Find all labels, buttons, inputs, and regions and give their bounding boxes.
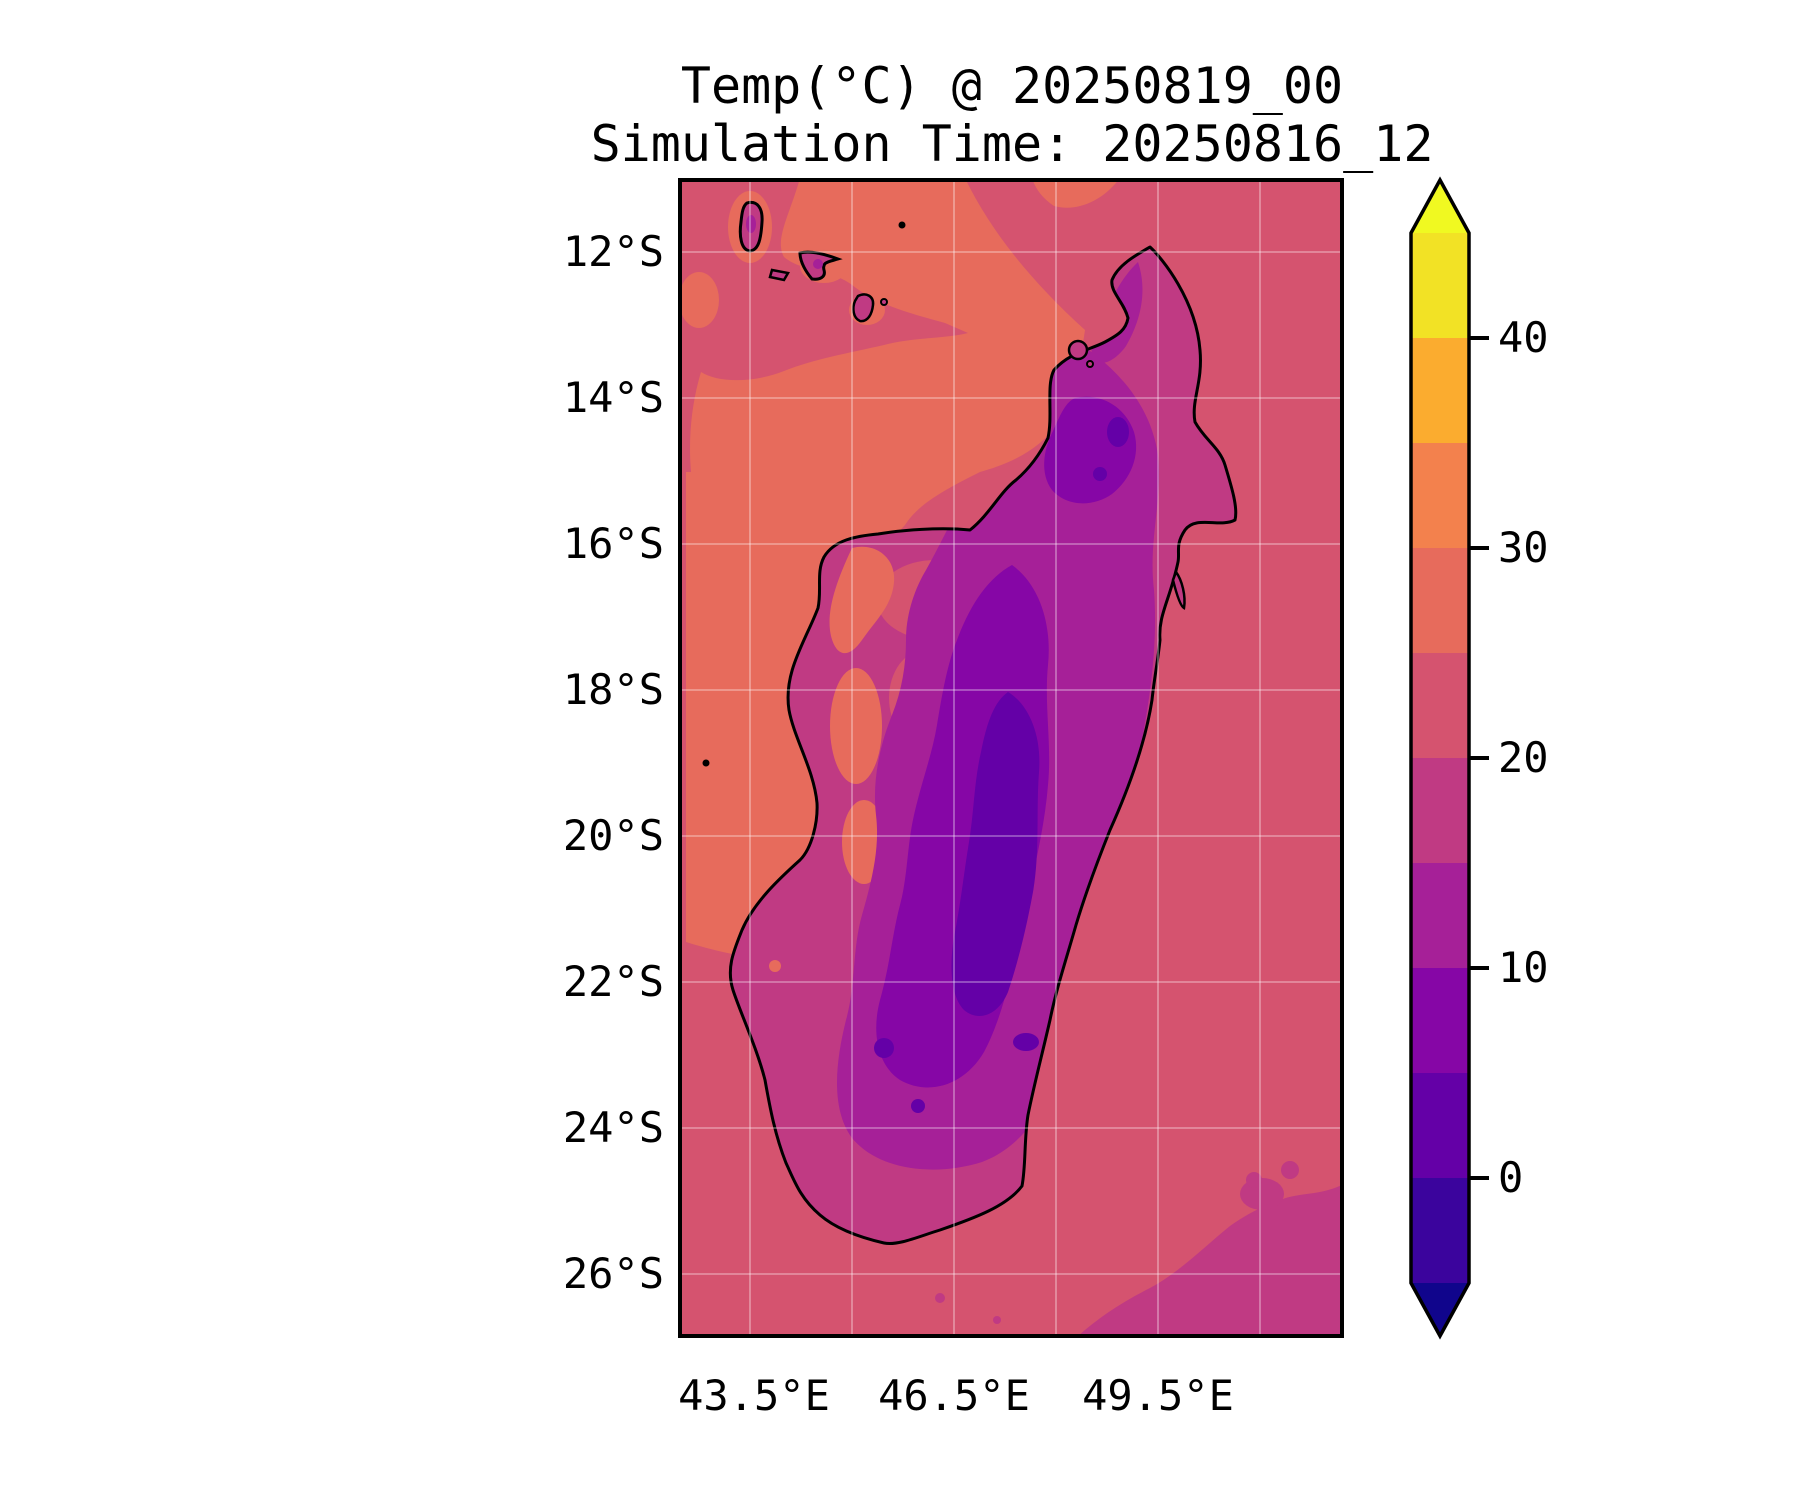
colorbar-arrow-under xyxy=(1411,1283,1469,1336)
cb-tick-40: 40 xyxy=(1498,313,1549,362)
cb-tick-10: 10 xyxy=(1498,943,1549,992)
island-sainte-marie xyxy=(1171,569,1186,610)
cool-sea-dot-1 xyxy=(1281,1161,1299,1179)
figure-title: Temp(°C) @ 20250819_00 xyxy=(680,57,1344,115)
colorbar-seg-20-25 xyxy=(1411,653,1469,758)
coldest-dot-south-1 xyxy=(1013,1033,1039,1051)
island-moheli xyxy=(768,268,790,282)
colorbar-seg-25-30 xyxy=(1411,548,1469,653)
y-tick-14s: 14°S xyxy=(562,373,664,422)
coldest-dot-north-1 xyxy=(1107,417,1129,447)
island-nosy-be xyxy=(1067,339,1089,361)
y-tick-22s: 22°S xyxy=(562,957,664,1006)
islet-juan-de-nova xyxy=(702,759,710,767)
cb-tick-30: 30 xyxy=(1498,523,1549,572)
islet-mayotte-east xyxy=(880,298,888,306)
coldest-dot-north-2 xyxy=(1093,467,1107,481)
anjouan-core xyxy=(813,259,823,269)
south-warm-dot-1 xyxy=(769,960,781,972)
x-tick-46-5e: 46.5°E xyxy=(878,1371,1030,1420)
warm-sea-streak xyxy=(1032,180,1119,208)
colorbar-seg-40-45 xyxy=(1411,233,1469,338)
coldest-dot-south-2 xyxy=(874,1038,894,1058)
y-tick-24s: 24°S xyxy=(562,1103,664,1152)
y-tick-12s: 12°S xyxy=(562,227,664,276)
colorbar-ticks xyxy=(1469,336,1489,1180)
warm-notch-left-edge xyxy=(680,272,719,328)
figure-subtitle: Simulation Time: 20250816_12 xyxy=(590,115,1434,173)
warm-nw-sea-region xyxy=(686,180,1085,958)
cool-sea-dot-2 xyxy=(1246,1172,1262,1188)
colorbar-seg-0-5 xyxy=(1411,1073,1469,1178)
colorbar-arrow-over xyxy=(1411,180,1469,233)
colorbar-seg-n5-0 xyxy=(1411,1178,1469,1283)
colorbar-seg-5-10 xyxy=(1411,968,1469,1073)
y-tick-26s: 26°S xyxy=(562,1249,664,1298)
colorbar-outline xyxy=(1409,176,1471,1340)
y-tick-18s: 18°S xyxy=(562,665,664,714)
coldest-indigo-band xyxy=(951,692,1040,1016)
cb-tick-0: 0 xyxy=(1498,1153,1524,1202)
y-tick-20s: 20°S xyxy=(562,811,664,860)
islet-glorioso xyxy=(898,221,906,229)
cb-tick-20: 20 xyxy=(1498,733,1549,782)
cool-sea-dot-4 xyxy=(993,1316,1001,1324)
map-border xyxy=(678,178,1344,1338)
nw-lowland-warm-patch-2 xyxy=(830,668,882,784)
coldest-dot-south-3 xyxy=(911,1099,925,1113)
colorbar xyxy=(1409,176,1489,1340)
island-mayotte xyxy=(852,293,875,323)
y-tick-16s: 16°S xyxy=(562,519,664,568)
colorbar-seg-10-15 xyxy=(1411,863,1469,968)
grande-comore-core xyxy=(746,215,756,233)
graticule xyxy=(680,180,1342,1336)
cool-se-sea-region xyxy=(1078,1185,1342,1336)
islet-nosy-komba xyxy=(1086,360,1094,368)
x-tick-49-5e: 49.5°E xyxy=(1082,1371,1234,1420)
colorbar-seg-35-40 xyxy=(1411,338,1469,443)
nw-lowland-warm-patch-1 xyxy=(829,546,895,654)
colorbar-seg-15-20 xyxy=(1411,758,1469,863)
cool-sea-dot-3 xyxy=(935,1293,945,1303)
x-tick-43-5e: 43.5°E xyxy=(678,1371,830,1420)
madagascar-coastline xyxy=(728,245,1238,1246)
colorbar-seg-30-35 xyxy=(1411,443,1469,548)
